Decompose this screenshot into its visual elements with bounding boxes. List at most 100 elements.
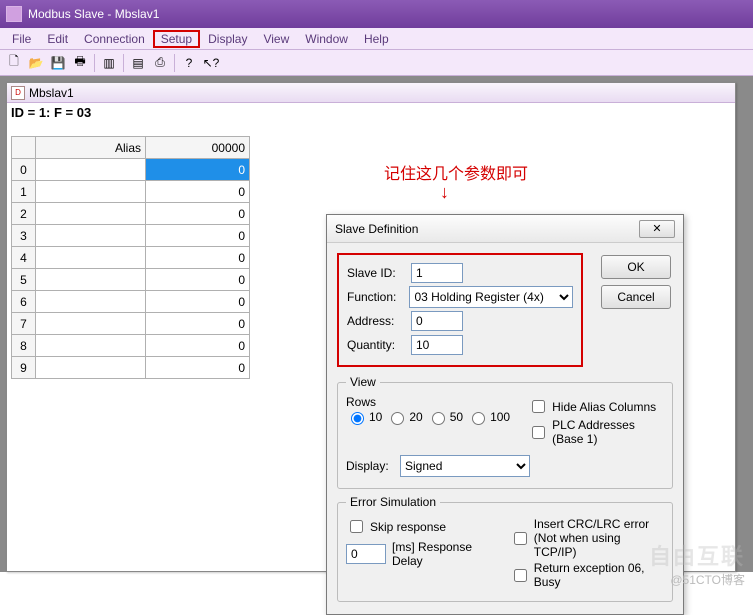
skip-response-checkbox[interactable] (350, 520, 363, 533)
return-exception-label: Return exception 06, Busy (534, 561, 664, 589)
doc-icon: D (11, 86, 25, 100)
separator-icon (94, 54, 95, 72)
slave-definition-dialog: Slave Definition ✕ OK Cancel Slave ID: F… (326, 214, 684, 615)
table-row[interactable]: 60 (12, 291, 250, 313)
menu-setup[interactable]: Setup (153, 30, 200, 48)
table-row[interactable]: 50 (12, 269, 250, 291)
cell-alias[interactable] (36, 269, 146, 291)
cell-value[interactable]: 0 (146, 225, 250, 247)
slave-id-label: Slave ID: (347, 266, 405, 280)
table-row[interactable]: 00 (12, 159, 250, 181)
rows-radio-10[interactable]: 10 (346, 409, 382, 425)
row-header: 2 (12, 203, 36, 225)
window-title: Modbus Slave - Mbslav1 (28, 7, 159, 21)
cell-alias[interactable] (36, 159, 146, 181)
menu-edit[interactable]: Edit (39, 30, 76, 48)
plc-addresses-checkbox[interactable] (532, 426, 545, 439)
slave-id-input[interactable] (411, 263, 463, 283)
toolbar: 🗋 📂 💾 🖶 ▥ ▤ ⎙ ? ↖? (0, 50, 753, 76)
function-select[interactable]: 03 Holding Register (4x) (409, 286, 573, 308)
cell-alias[interactable] (36, 335, 146, 357)
address-input[interactable] (411, 311, 463, 331)
col-header-alias: Alias (36, 137, 146, 159)
row-header: 8 (12, 335, 36, 357)
cell-alias[interactable] (36, 181, 146, 203)
print-icon[interactable]: 🖶 (70, 53, 90, 73)
menu-view[interactable]: View (255, 30, 297, 48)
dialog-title-bar[interactable]: Slave Definition ✕ (327, 215, 683, 243)
hide-alias-checkbox[interactable] (532, 400, 545, 413)
cell-value[interactable]: 0 (146, 203, 250, 225)
tool-icon[interactable]: ▥ (99, 53, 119, 73)
table-row[interactable]: 10 (12, 181, 250, 203)
separator-icon (123, 54, 124, 72)
function-label: Function: (347, 290, 403, 304)
cell-value[interactable]: 0 (146, 269, 250, 291)
table-row[interactable]: 20 (12, 203, 250, 225)
table-row[interactable]: 30 (12, 225, 250, 247)
cell-value[interactable]: 0 (146, 247, 250, 269)
cell-alias[interactable] (36, 313, 146, 335)
ok-button[interactable]: OK (601, 255, 671, 279)
cell-value[interactable]: 0 (146, 335, 250, 357)
row-header: 6 (12, 291, 36, 313)
row-header: 3 (12, 225, 36, 247)
return-exception-checkbox[interactable] (514, 569, 527, 582)
table-row[interactable]: 70 (12, 313, 250, 335)
title-bar: Modbus Slave - Mbslav1 (0, 0, 753, 28)
cell-value[interactable]: 0 (146, 181, 250, 203)
table-row[interactable]: 40 (12, 247, 250, 269)
row-header: 1 (12, 181, 36, 203)
menu-connection[interactable]: Connection (76, 30, 153, 48)
rows-radio-group: 1020 50100 (346, 409, 510, 425)
quantity-input[interactable] (411, 335, 463, 355)
menu-help[interactable]: Help (356, 30, 397, 48)
tool-icon[interactable]: ▤ (128, 53, 148, 73)
document-title: Mbslav1 (29, 86, 74, 100)
row-header: 0 (12, 159, 36, 181)
menu-bar: File Edit Connection Setup Display View … (0, 28, 753, 50)
close-icon[interactable]: ✕ (639, 220, 675, 238)
annotation-arrow-icon: ↓ (440, 182, 449, 203)
hide-alias-label: Hide Alias Columns (552, 400, 656, 414)
whatsthis-icon[interactable]: ↖? (201, 53, 221, 73)
cell-alias[interactable] (36, 357, 146, 379)
cell-value[interactable]: 0 (146, 313, 250, 335)
tool-icon[interactable]: ⎙ (150, 53, 170, 73)
save-icon[interactable]: 💾 (48, 53, 68, 73)
register-table: Alias 00000 00102030405060708090 (11, 136, 250, 379)
document-title-bar[interactable]: D Mbslav1 (7, 83, 735, 103)
cell-alias[interactable] (36, 225, 146, 247)
col-header-value: 00000 (146, 137, 250, 159)
response-delay-input[interactable] (346, 544, 386, 564)
quantity-label: Quantity: (347, 338, 405, 352)
cancel-button[interactable]: Cancel (601, 285, 671, 309)
cell-alias[interactable] (36, 203, 146, 225)
cell-value[interactable]: 0 (146, 291, 250, 313)
separator-icon (174, 54, 175, 72)
menu-window[interactable]: Window (297, 30, 356, 48)
annotation-text: 记住这几个参数即可 (384, 160, 528, 184)
cell-alias[interactable] (36, 291, 146, 313)
view-group: View Rows 102050100 Hide Alias Columns P… (337, 375, 673, 489)
cell-value[interactable]: 0 (146, 357, 250, 379)
cell-alias[interactable] (36, 247, 146, 269)
open-icon[interactable]: 📂 (26, 53, 46, 73)
new-icon[interactable]: 🗋 (4, 53, 24, 73)
rows-radio-100[interactable]: 100 (467, 409, 510, 425)
display-select[interactable]: Signed (400, 455, 530, 477)
highlighted-params-box: Slave ID: Function: 03 Holding Register … (337, 253, 583, 367)
error-simulation-group: Error Simulation Skip response [ms] Resp… (337, 495, 673, 602)
menu-file[interactable]: File (4, 30, 39, 48)
rows-radio-50[interactable]: 50 (427, 409, 463, 425)
rows-radio-20[interactable]: 20 (386, 409, 422, 425)
cell-value[interactable]: 0 (146, 159, 250, 181)
table-row[interactable]: 90 (12, 357, 250, 379)
rows-label: Rows (346, 395, 510, 409)
row-header: 5 (12, 269, 36, 291)
help-icon[interactable]: ? (179, 53, 199, 73)
col-header-blank (12, 137, 36, 159)
insert-crc-checkbox[interactable] (514, 532, 527, 545)
table-row[interactable]: 80 (12, 335, 250, 357)
menu-display[interactable]: Display (200, 30, 255, 48)
